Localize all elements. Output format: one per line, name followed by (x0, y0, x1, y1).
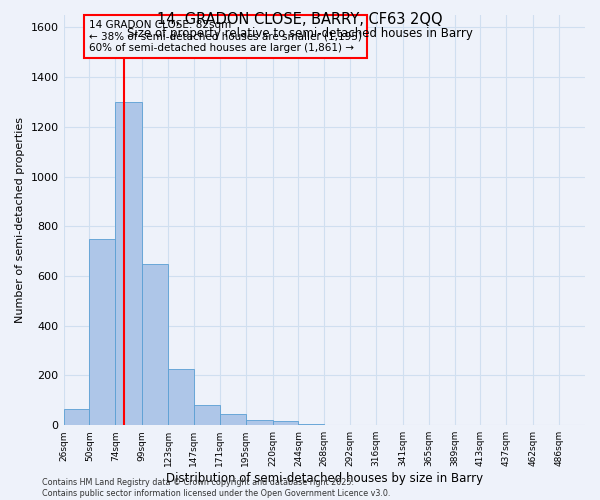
Text: 14, GRADON CLOSE, BARRY, CF63 2QQ: 14, GRADON CLOSE, BARRY, CF63 2QQ (157, 12, 443, 28)
Bar (298, 424, 324, 425)
Bar (64, 409, 89, 425)
Bar (220, 414, 245, 425)
Text: Size of property relative to semi-detached houses in Barry: Size of property relative to semi-detach… (127, 28, 473, 40)
Bar (115, 102, 142, 425)
Text: Contains HM Land Registry data © Crown copyright and database right 2025.
Contai: Contains HM Land Registry data © Crown c… (42, 478, 391, 498)
Bar (245, 420, 272, 425)
Bar (272, 422, 298, 425)
Text: 14 GRADON CLOSE: 82sqm
← 38% of semi-detached houses are smaller (1,195)
60% of : 14 GRADON CLOSE: 82sqm ← 38% of semi-det… (89, 20, 362, 53)
Y-axis label: Number of semi-detached properties: Number of semi-detached properties (15, 117, 25, 323)
X-axis label: Distribution of semi-detached houses by size in Barry: Distribution of semi-detached houses by … (166, 472, 483, 485)
Bar (168, 370, 194, 425)
Bar (142, 264, 168, 425)
Bar (89, 239, 115, 425)
Bar (194, 406, 220, 425)
